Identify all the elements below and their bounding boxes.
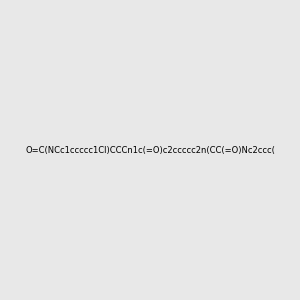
Text: O=C(NCc1ccccc1Cl)CCCn1c(=O)c2ccccc2n(CC(=O)Nc2ccc(: O=C(NCc1ccccc1Cl)CCCn1c(=O)c2ccccc2n(CC(… xyxy=(25,146,275,154)
